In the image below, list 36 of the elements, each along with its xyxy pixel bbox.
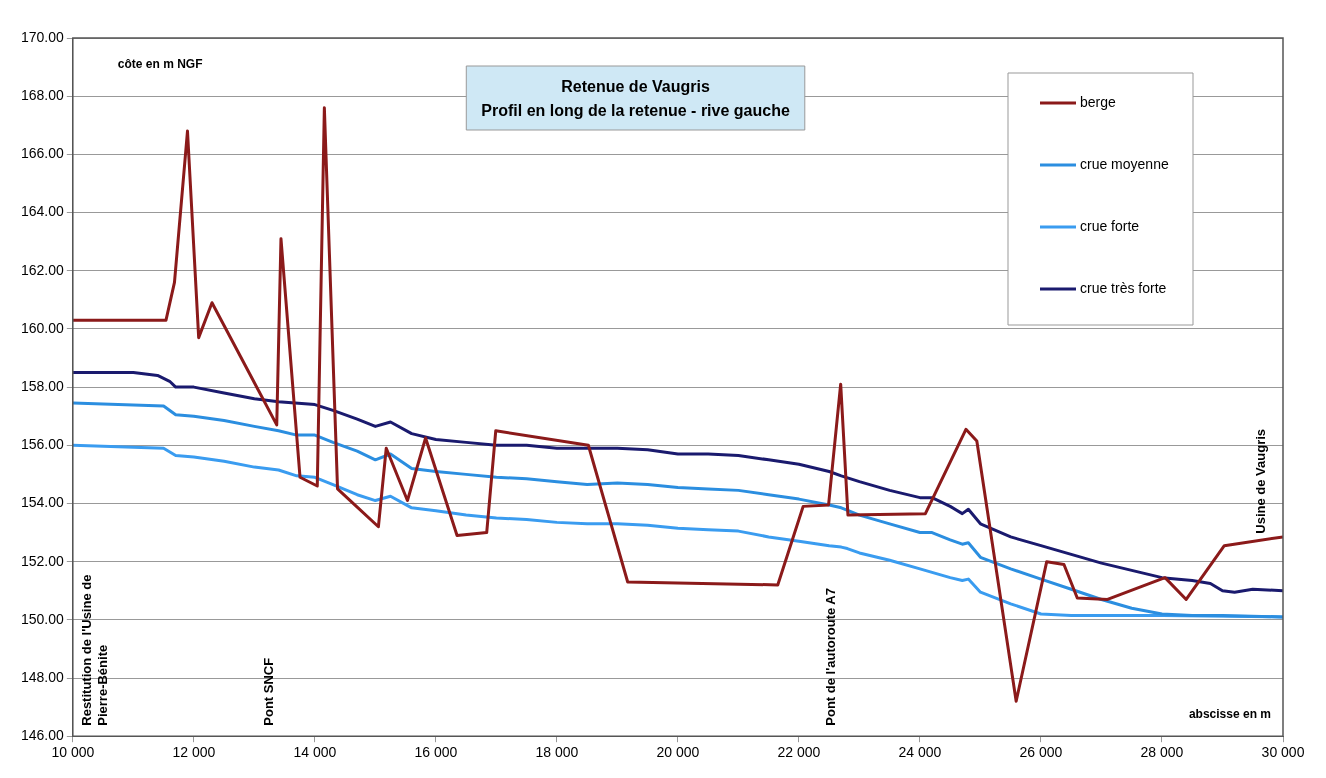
x-tick-label: 28 000 [1140, 744, 1184, 761]
y-tick-label: 166.00 [20, 145, 65, 162]
x-tick-label: 26 000 [1019, 744, 1063, 761]
x-tick-label: 24 000 [898, 744, 942, 761]
x-tick-label: 10 000 [51, 744, 95, 761]
x-tick-label: 22 000 [777, 744, 821, 761]
annotation: Pont SNCF [260, 657, 276, 726]
x-tick-label: 12 000 [172, 744, 216, 761]
y-tick-label: 162.00 [20, 261, 65, 278]
annotation: Usine de Vaugris [1253, 428, 1268, 534]
y-tick-label: 146.00 [20, 727, 65, 744]
y-tick-label: 164.00 [20, 203, 65, 220]
x-tick-label: 30 000 [1261, 744, 1305, 761]
legend-label: crue forte [1080, 217, 1140, 234]
x-tick-label: 14 000 [293, 744, 337, 761]
y-axis-title: côte en m NGF [117, 57, 203, 71]
y-tick-label: 168.00 [20, 87, 65, 104]
x-tick-label: 20 000 [656, 744, 700, 761]
x-tick-label: 18 000 [535, 744, 579, 761]
y-tick-label: 158.00 [20, 377, 65, 394]
legend-label: berge [1080, 93, 1117, 110]
annotation: Pont de l'autoroute A7 [823, 588, 839, 726]
x-axis-title: abscisse en m [1188, 707, 1271, 722]
y-tick-label: 160.00 [20, 319, 65, 336]
y-tick-label: 152.00 [20, 552, 65, 569]
legend-label: crue moyenne [1080, 155, 1169, 172]
y-tick-label: 150.00 [20, 610, 65, 627]
text: Retenue de Vaugris [561, 78, 710, 95]
text: Profil en long de la retenue - rive gauche [481, 102, 790, 119]
y-tick-label: 148.00 [20, 668, 65, 685]
x-tick-label: 16 000 [414, 744, 458, 761]
y-tick-label: 170.00 [20, 28, 65, 45]
annotation: Restitution de l'Usine de Pierre-Bénite [78, 574, 110, 726]
y-tick-label: 156.00 [20, 436, 65, 453]
y-tick-label: 154.00 [20, 494, 65, 511]
legend-label: crue très forte [1080, 279, 1167, 296]
